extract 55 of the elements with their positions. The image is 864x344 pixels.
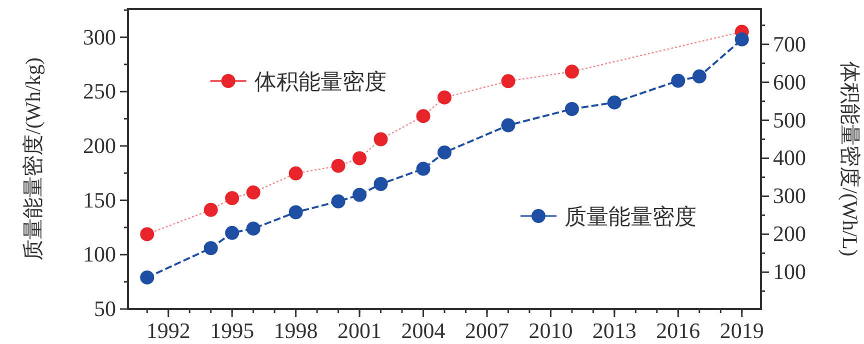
- legend-label: 体积能量密度: [254, 69, 386, 94]
- point: [352, 151, 367, 166]
- y2-axis-title: 体积能量密度/(Wh/L): [838, 62, 862, 256]
- point: [374, 132, 388, 146]
- x-tick-label: 2004: [401, 318, 446, 343]
- legend-label: 质量能量密度: [564, 204, 696, 229]
- y-tick-label: 250: [83, 78, 116, 104]
- point: [204, 202, 218, 217]
- point: [352, 188, 367, 202]
- point: [438, 90, 452, 104]
- x-tick-label: 1992: [146, 318, 190, 343]
- point: [607, 95, 622, 110]
- y-tick-label: 300: [83, 24, 116, 50]
- y-tick-label: 200: [83, 132, 116, 158]
- y-tick-label: 50: [94, 296, 116, 321]
- point: [140, 270, 154, 284]
- point: [564, 102, 579, 116]
- y-tick-label: 100: [83, 242, 116, 267]
- point: [438, 145, 452, 160]
- y2-tick-label: 300: [773, 183, 806, 208]
- x-tick-label: 1995: [210, 318, 254, 343]
- y-axis-title: 质量能量密度/(Wh/kg): [21, 58, 45, 260]
- point: [692, 69, 706, 84]
- point: [331, 194, 346, 208]
- point: [501, 74, 516, 88]
- point: [225, 191, 240, 206]
- x-tick-label: 1998: [274, 318, 318, 343]
- y-tick-label: 150: [83, 187, 116, 212]
- y2-tick-label: 600: [773, 69, 806, 94]
- point: [671, 74, 686, 88]
- point: [246, 222, 260, 236]
- y2-tick-label: 200: [773, 221, 806, 246]
- x-tick-label: 2013: [592, 318, 636, 343]
- point: [204, 241, 218, 256]
- point: [288, 166, 303, 180]
- point: [225, 226, 240, 240]
- y2-tick-label: 400: [773, 145, 806, 170]
- point: [416, 162, 430, 176]
- x-tick-label: 2019: [720, 318, 764, 343]
- point: [374, 177, 388, 191]
- point: [246, 185, 260, 200]
- point: [140, 227, 154, 242]
- x-tick-label: 2010: [528, 318, 573, 343]
- x-tick-label: 2016: [656, 318, 700, 343]
- x-tick-label: 2001: [338, 318, 382, 343]
- point: [331, 158, 346, 173]
- y2-tick-label: 100: [773, 259, 806, 284]
- y2-tick-label: 500: [773, 107, 806, 132]
- x-tick-label: 2007: [464, 318, 509, 343]
- point: [564, 64, 579, 79]
- point: [416, 109, 430, 124]
- point: [734, 32, 749, 46]
- point: [288, 205, 303, 220]
- point: [501, 118, 516, 132]
- y2-tick-label: 700: [773, 31, 806, 56]
